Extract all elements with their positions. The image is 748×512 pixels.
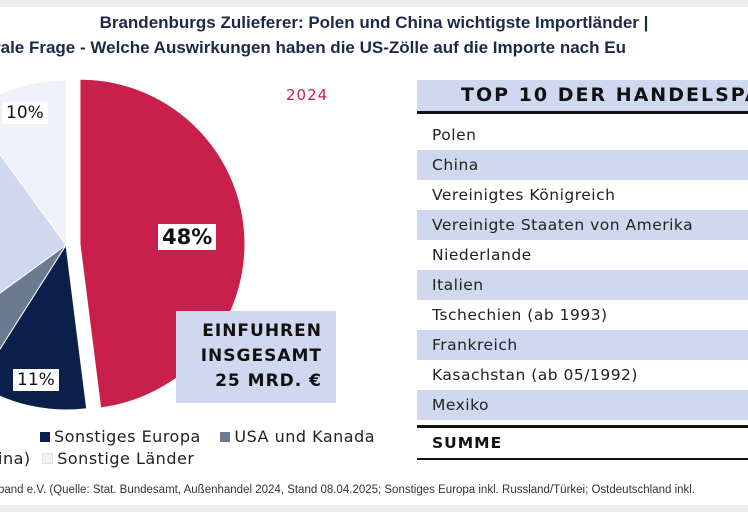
legend-row-1: Sonstiges Europa USA und Kanada xyxy=(40,427,375,446)
table-header: TOP 10 DER HANDELSPA xyxy=(417,80,748,114)
pie-slice-2 xyxy=(0,244,67,350)
slice-label-11: 11% xyxy=(13,369,59,391)
legend-item-sonstige-laender: Sonstige Länder xyxy=(42,449,194,468)
table-row: Niederlande xyxy=(432,246,532,264)
legend-swatch xyxy=(40,432,50,442)
legend-swatch xyxy=(42,453,54,464)
slice-label-48: 48% xyxy=(158,224,217,250)
legend-label: ina) xyxy=(0,449,31,468)
table-row: China xyxy=(417,150,748,180)
table-row: Mexiko xyxy=(417,390,748,420)
total-line-3: 25 MRD. € xyxy=(215,371,322,391)
table-row: Vereinigtes Königreich xyxy=(432,186,616,204)
legend-label: Sonstiges Europa xyxy=(54,427,201,446)
table-row: Frankreich xyxy=(417,330,748,360)
slice-label-10: 10% xyxy=(2,102,48,124)
legend-item-usa-kanada: USA und Kanada xyxy=(220,427,375,446)
bottom-border xyxy=(0,505,748,512)
pie-slice-3 xyxy=(0,153,67,294)
table-sum-row: SUMME xyxy=(417,425,748,460)
legend-item-sonstiges-europa: Sonstiges Europa xyxy=(40,427,201,446)
table-row: Polen xyxy=(432,126,477,144)
source-footnote: band e.V. (Quelle: Stat. Bundesamt, Auße… xyxy=(0,484,696,496)
chart-year: 2024 xyxy=(286,86,329,104)
total-line-2: INSGESAMT xyxy=(200,346,322,366)
table-row: Kasachstan (ab 05/1992) xyxy=(432,366,638,384)
total-imports-box: EINFUHREN INSGESAMT 25 MRD. € xyxy=(176,311,336,403)
legend-label: Sonstige Länder xyxy=(57,449,195,468)
total-line-1: EINFUHREN xyxy=(202,321,322,341)
legend-row-2: ina) Sonstige Länder xyxy=(0,449,194,468)
table-row: Italien xyxy=(417,270,748,300)
title-line-1: Brandenburgs Zulieferer: Polen und China… xyxy=(99,13,649,32)
pie-slice-1 xyxy=(0,243,88,411)
top-border xyxy=(0,0,748,7)
table-row: Vereinigte Staaten von Amerika xyxy=(417,210,748,240)
table-row: Tschechien (ab 1993) xyxy=(432,306,608,324)
title-line-2: rale Frage - Welche Auswirkungen haben d… xyxy=(0,38,626,57)
top10-table: TOP 10 DER HANDELSPA Polen China Vereinigt… xyxy=(417,80,748,460)
legend-label: USA und Kanada xyxy=(234,427,376,446)
legend-swatch xyxy=(220,432,231,442)
